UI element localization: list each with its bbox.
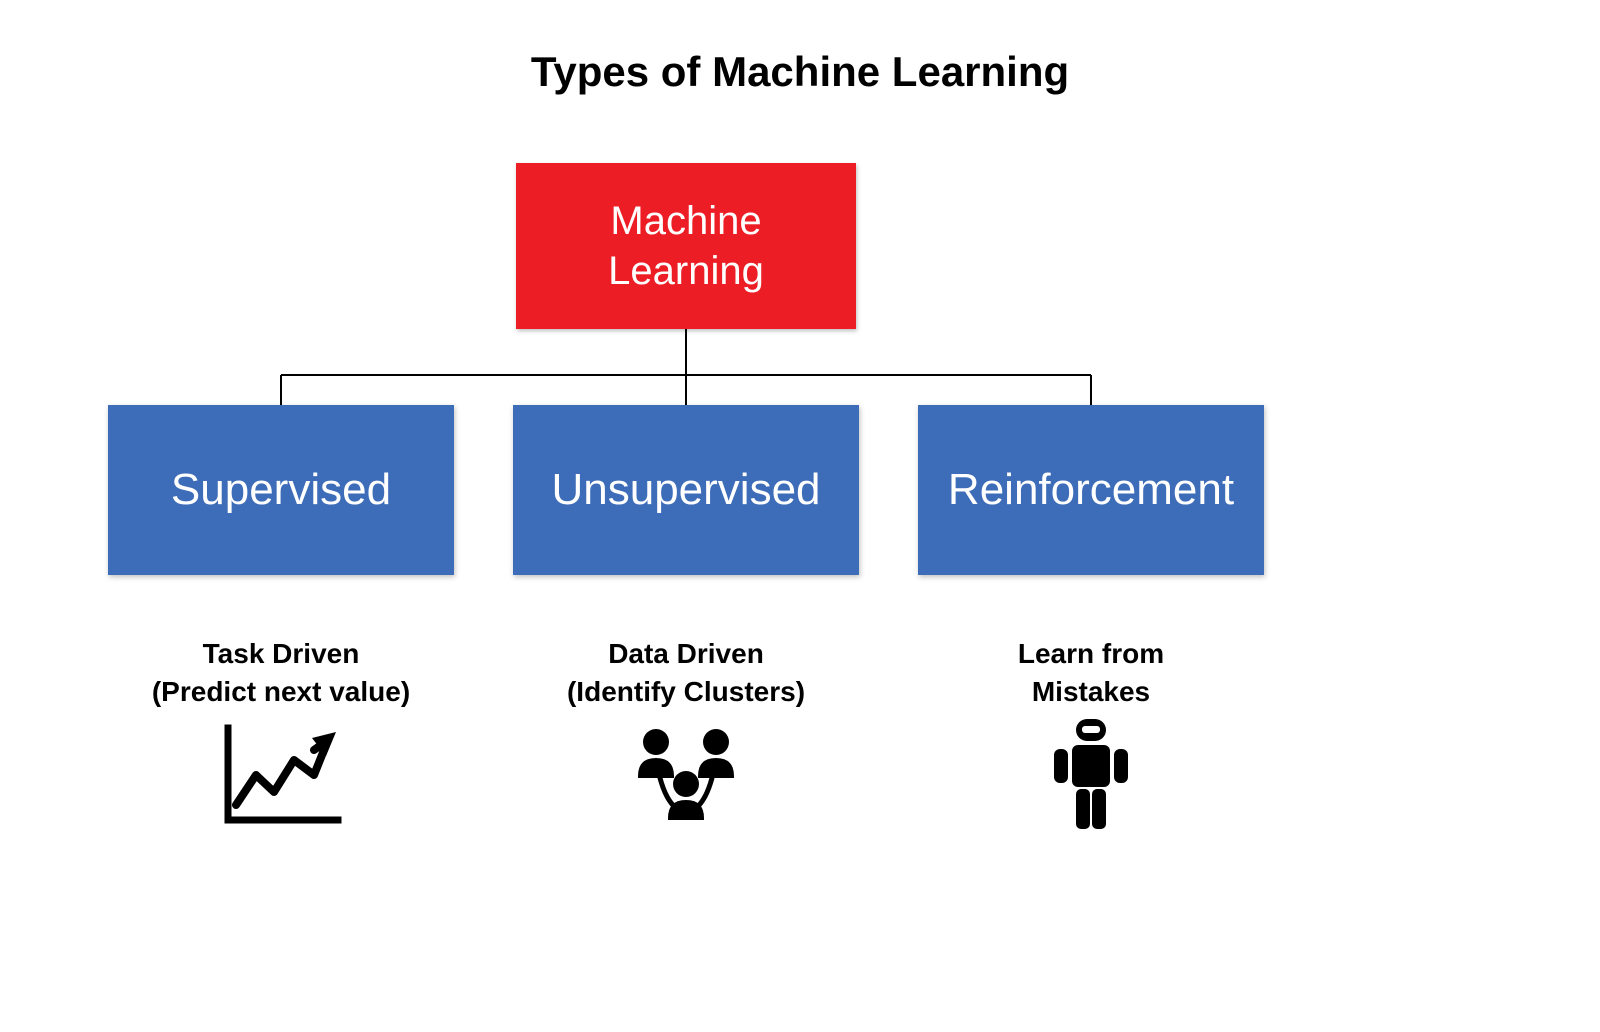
child-node: Unsupervised xyxy=(513,405,859,575)
root-node-machine-learning: MachineLearning xyxy=(516,163,856,329)
description-line: Mistakes xyxy=(911,673,1271,711)
child-node-label: Supervised xyxy=(171,465,391,515)
root-node-label: MachineLearning xyxy=(608,196,764,296)
description-line: (Predict next value) xyxy=(101,673,461,711)
description-line: Task Driven xyxy=(101,635,461,673)
child-node-label: Unsupervised xyxy=(551,465,820,515)
child-description: Task Driven(Predict next value) xyxy=(101,635,461,711)
child-node-label: Reinforcement xyxy=(948,465,1234,515)
description-line: Data Driven xyxy=(506,635,866,673)
chart-icon xyxy=(201,710,361,840)
robot-icon xyxy=(1011,710,1171,840)
child-description: Learn fromMistakes xyxy=(911,635,1271,711)
description-line: (Identify Clusters) xyxy=(506,673,866,711)
cluster-icon xyxy=(606,710,766,840)
description-line: Learn from xyxy=(911,635,1271,673)
child-node: Reinforcement xyxy=(918,405,1264,575)
child-node: Supervised xyxy=(108,405,454,575)
child-description: Data Driven(Identify Clusters) xyxy=(506,635,866,711)
